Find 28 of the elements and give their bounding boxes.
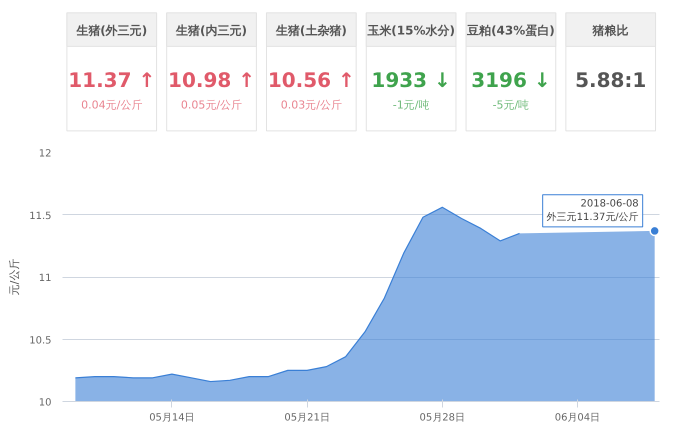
text: 生猪(内三元) [175, 24, 248, 38]
text: 生猪(土杂猪) [274, 24, 347, 38]
text: 5.88:1 [575, 68, 646, 92]
x-tick-label: 05月14日 [149, 412, 195, 424]
text: 豆粕(43%蛋白) [466, 24, 555, 38]
text: 11.37 ↑ [68, 68, 156, 92]
x-tick-label: 05月28日 [420, 412, 465, 424]
text: 玉米(15%水分) [366, 24, 455, 38]
text: 1933 ↓ [371, 68, 451, 92]
y-tick-label: 10.5 [29, 335, 52, 346]
text: 3196 ↓ [471, 68, 551, 92]
y-axis-title: 元/公斤 [8, 258, 22, 296]
text: 0.03元/公斤 [280, 98, 342, 112]
text: 0.05元/公斤 [180, 98, 242, 112]
x-tick-label: 05月21日 [284, 412, 330, 424]
text: -5元/吨 [492, 98, 530, 112]
text: 0.04元/公斤 [81, 98, 142, 112]
text: 10.56 ↑ [268, 68, 355, 92]
text: 猪粮比 [592, 24, 629, 38]
text: -1元/吨 [392, 98, 430, 112]
y-tick-label: 10 [38, 398, 52, 408]
y-tick-label: 11.5 [29, 210, 52, 222]
y-tick-label: 12 [38, 148, 52, 160]
text: 生猪(外三元) [75, 24, 148, 38]
x-tick-label: 06月04日 [554, 412, 600, 424]
annotation: 2018-06-08 外三元11.37元/公斤 [546, 198, 639, 223]
y-tick-label: 11 [38, 273, 52, 284]
text: 10.98 ↑ [168, 68, 256, 92]
